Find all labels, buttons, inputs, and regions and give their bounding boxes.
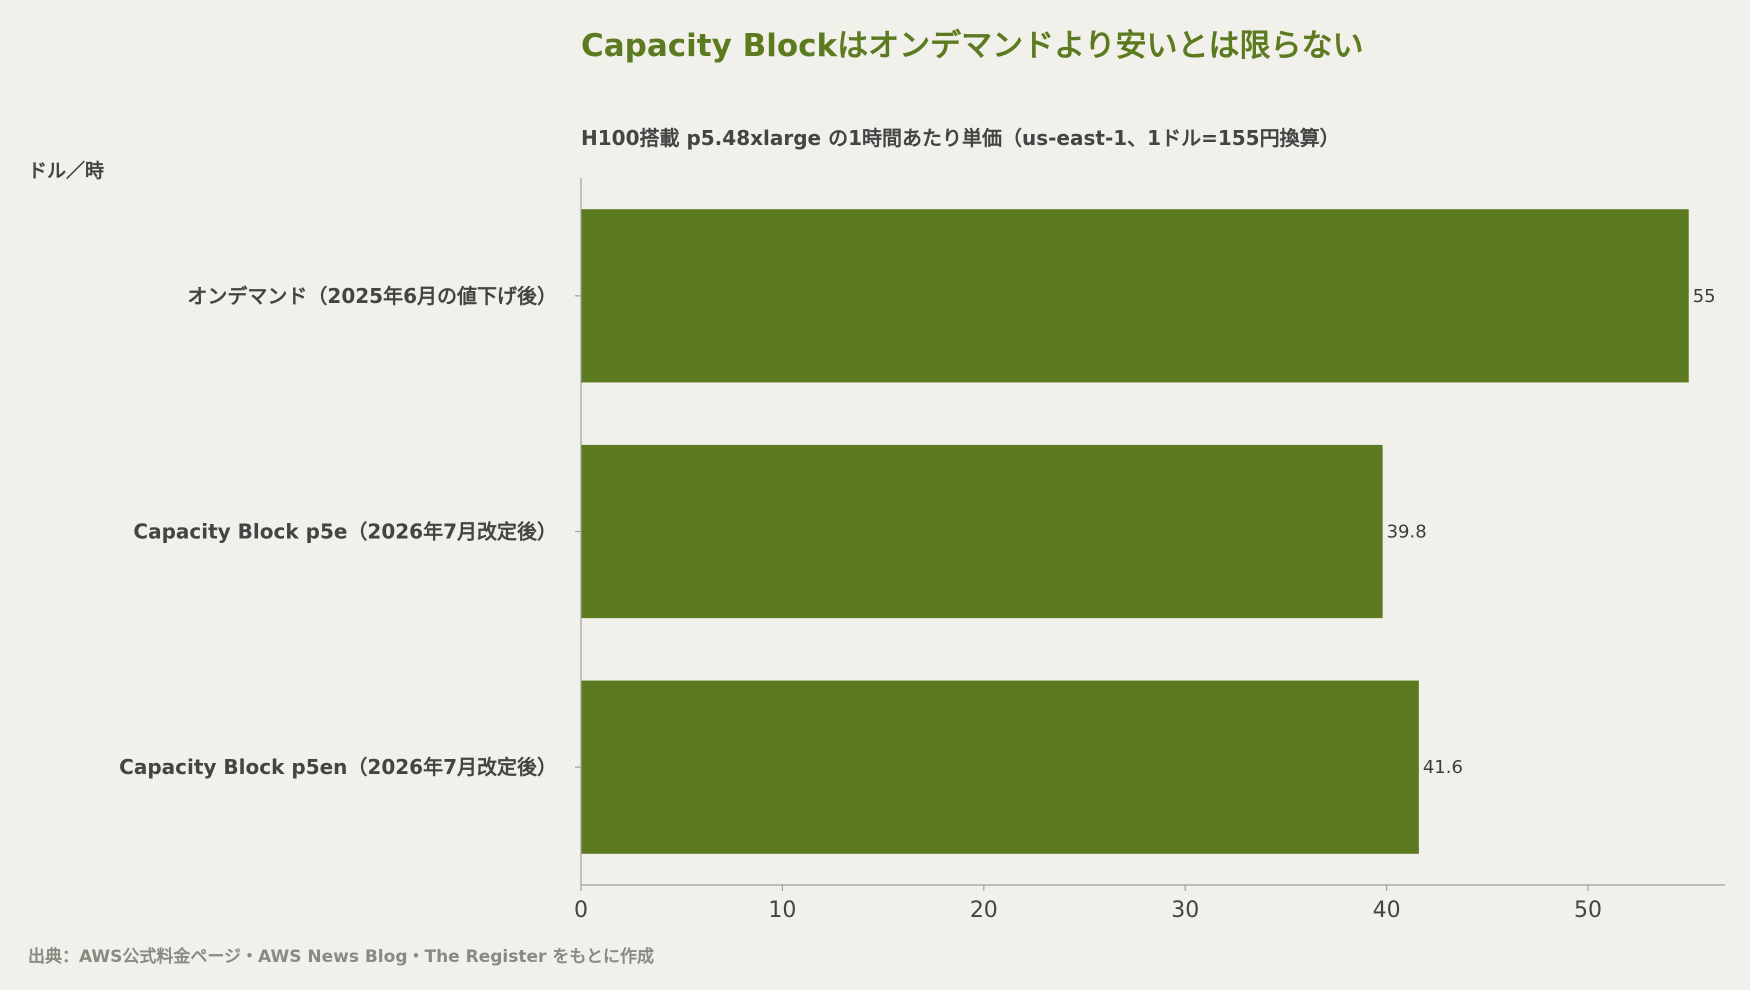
chart-subtitle: H100搭載 p5.48xlarge の1時間あたり単価（us-east-1、1…: [581, 126, 1340, 150]
data-label: 55: [1693, 286, 1716, 307]
x-tick-label: 10: [768, 898, 796, 923]
data-label: 41.6: [1423, 757, 1463, 778]
unit-label: ドル／時: [28, 160, 105, 182]
data-label: 39.8: [1387, 522, 1427, 543]
x-tick-label: 0: [574, 898, 588, 923]
category-label: Capacity Block p5en（2026年7月改定後）: [119, 755, 557, 779]
chart-title: Capacity Blockはオンデマンドより安いとは限らない: [581, 28, 1364, 64]
x-tick-label: 20: [970, 898, 998, 923]
bar: [581, 209, 1689, 383]
category-label: Capacity Block p5e（2026年7月改定後）: [133, 520, 557, 544]
bar: [581, 444, 1383, 619]
bar: [581, 680, 1419, 854]
x-tick-label: 40: [1373, 898, 1401, 923]
x-tick-label: 30: [1171, 898, 1199, 923]
source-note: 出典：AWS公式料金ページ・AWS News Blog・The Register…: [28, 947, 654, 967]
x-tick-label: 50: [1574, 898, 1602, 923]
category-label: オンデマンド（2025年6月の値下げ後）: [187, 284, 557, 308]
